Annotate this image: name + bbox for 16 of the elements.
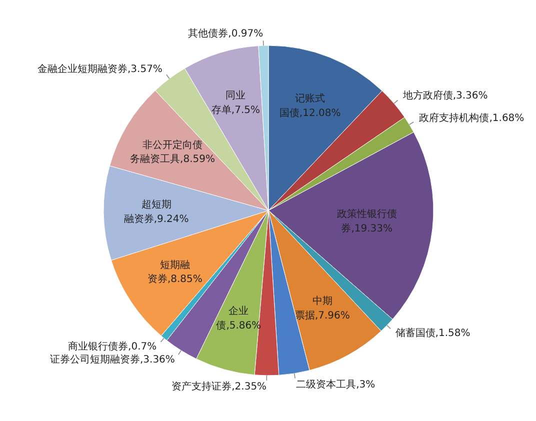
slice-label: 政策性银行债券,19.33% [336, 208, 397, 234]
slice-label: 二级资本工具,3% [296, 378, 376, 390]
slice-label: 中期票据,7.96% [294, 295, 350, 322]
slice-label: 储蓄国债,1.58% [395, 326, 470, 339]
slice-label: 其他债券,0.97% [188, 28, 264, 40]
slice-label: 记账式国债,12.08% [279, 92, 341, 119]
slice-label: 地方政府债,3.36% [402, 89, 488, 102]
slice-label: 超短期融资券,9.24% [124, 198, 189, 225]
slice-label: 非公开定向债务融资工具,8.59% [130, 138, 215, 166]
slice-label: 金融企业短期融资券,3.57% [37, 62, 162, 75]
slice-label: 短期融资券,8.85% [147, 258, 202, 286]
slice-label: 资产支持证券,2.35% [172, 380, 267, 393]
slice-label: 商业银行债券,0.7% [68, 340, 157, 353]
slice-label: 证券公司短期融资券,3.36% [50, 354, 175, 366]
slice-label: 政府支持机构债,1.68% [419, 112, 524, 124]
slice-label: 同业存单,7.5% [211, 90, 260, 116]
